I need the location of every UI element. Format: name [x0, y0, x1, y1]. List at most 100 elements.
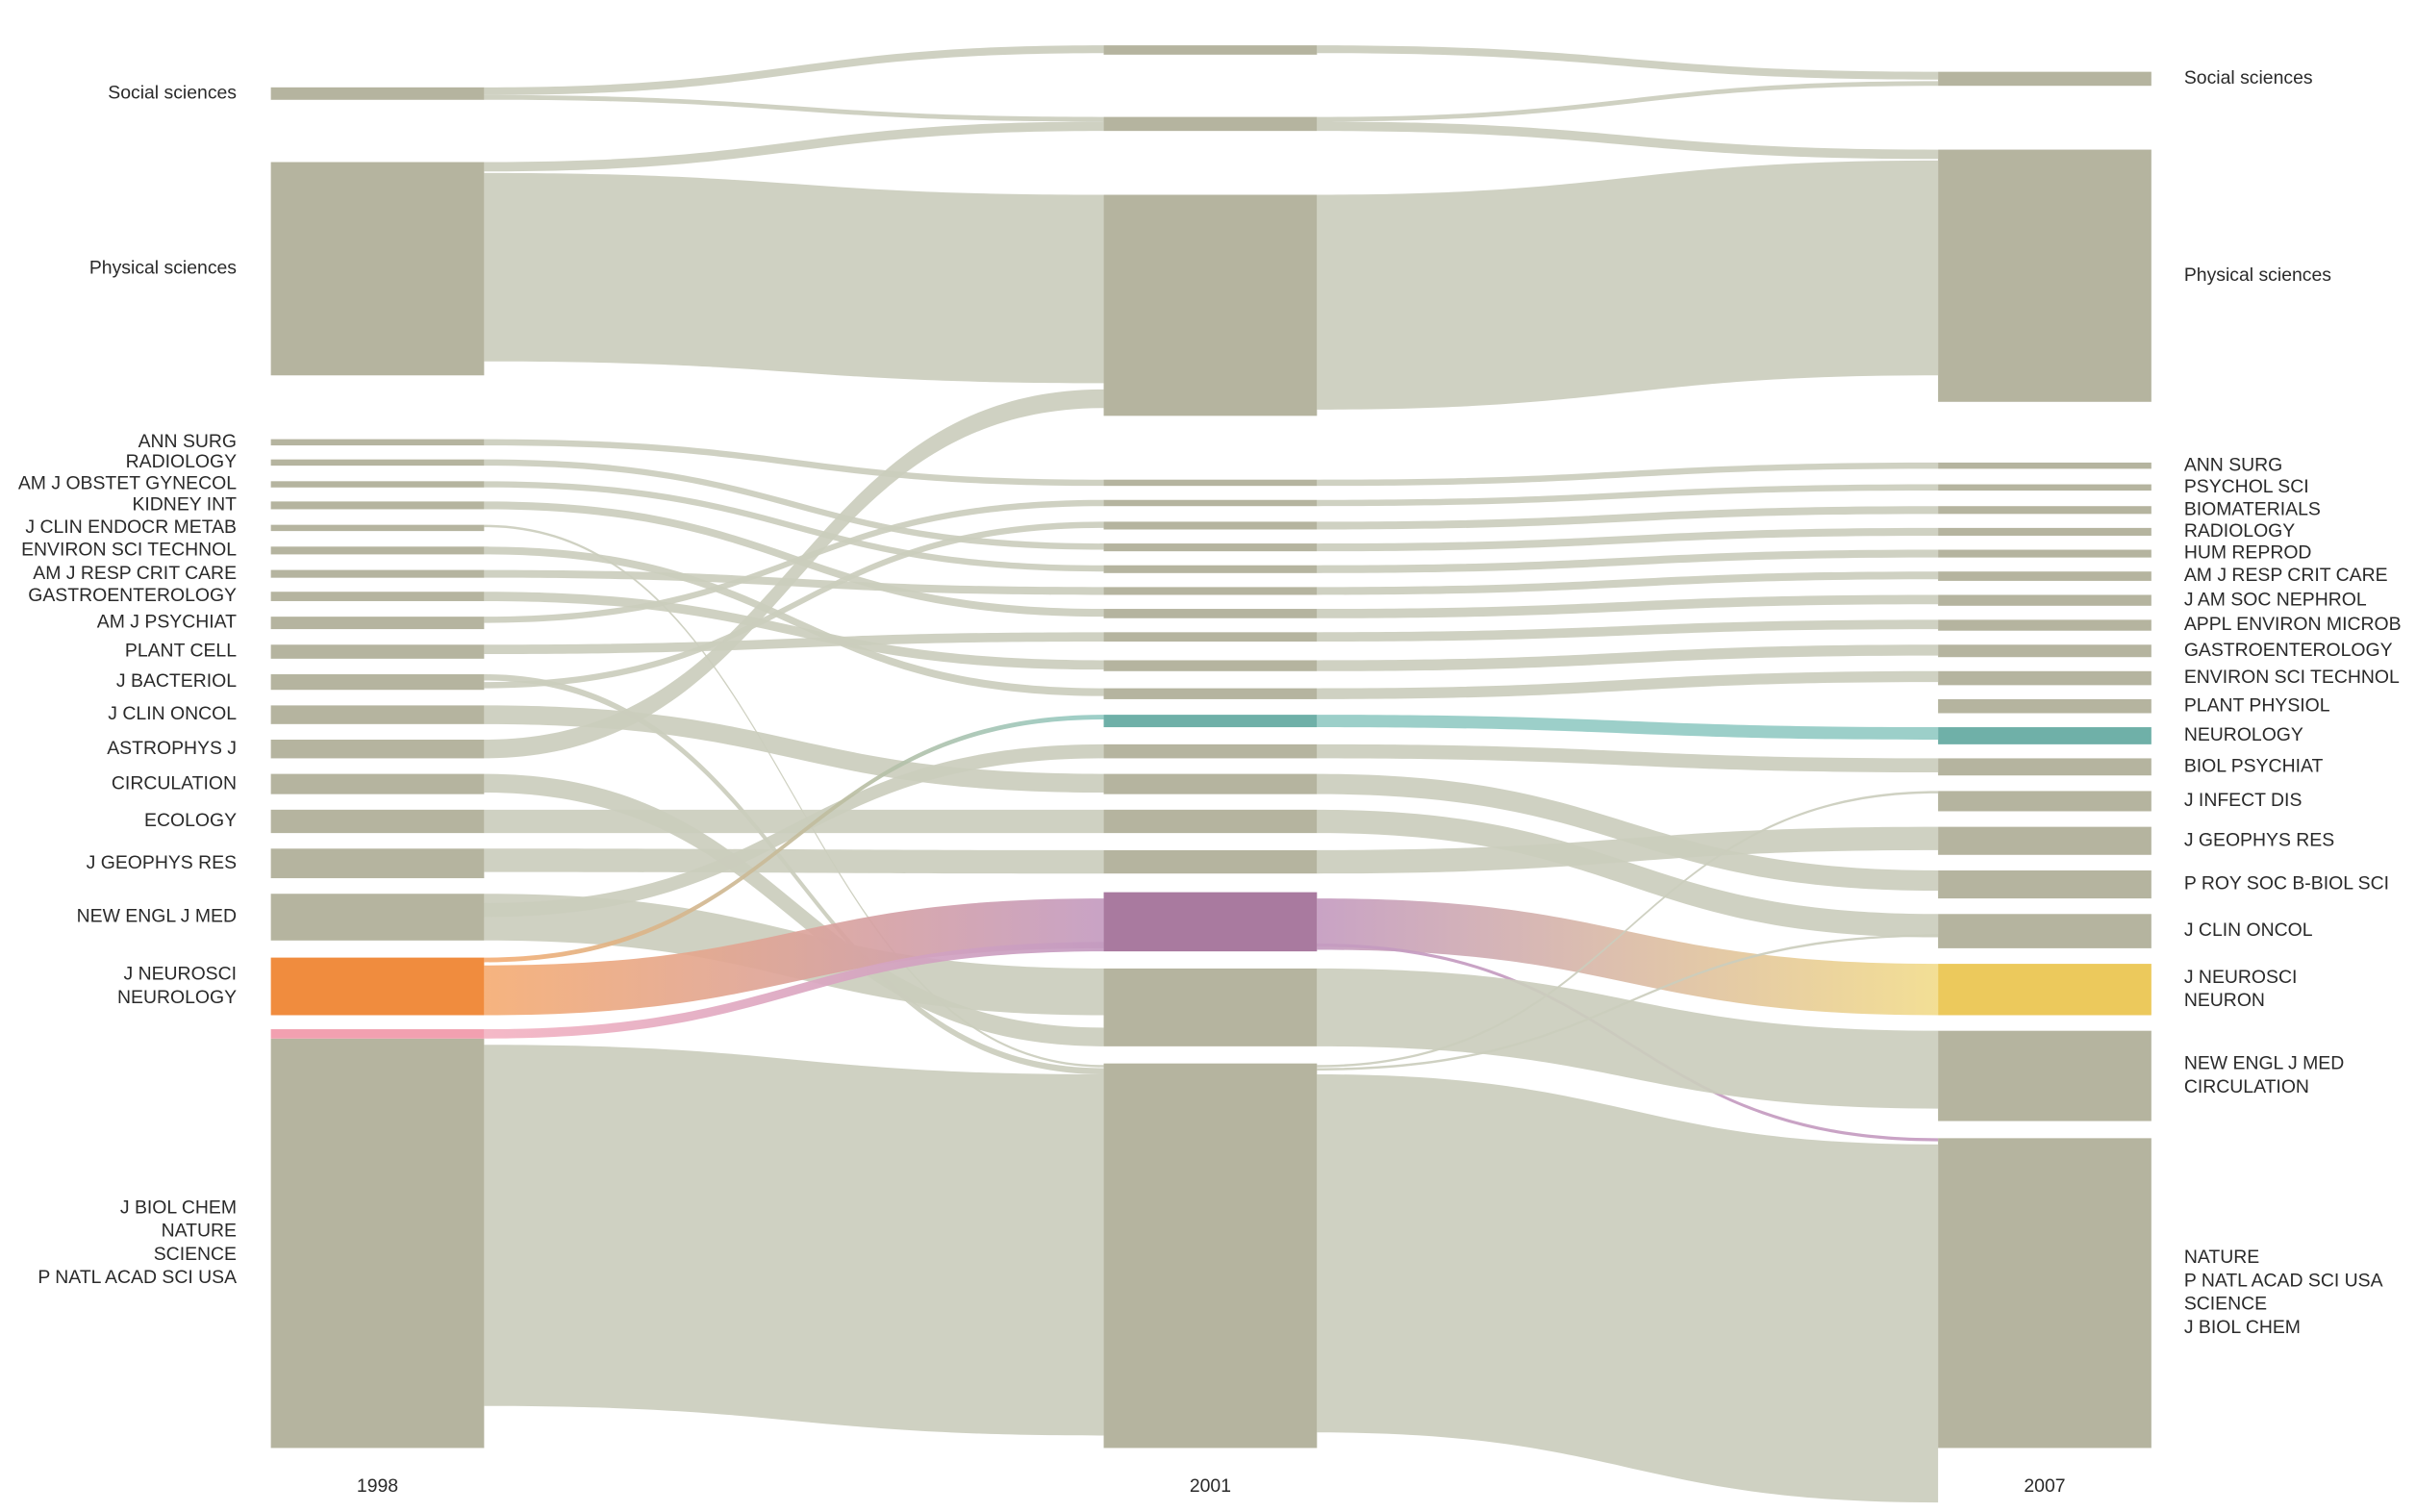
flow	[484, 773, 1104, 1046]
module	[1103, 715, 1318, 728]
module	[1938, 506, 2152, 515]
module	[1103, 194, 1318, 416]
flow	[484, 674, 1104, 1074]
module	[270, 740, 485, 759]
module	[270, 162, 485, 376]
flow	[484, 521, 1104, 689]
module-label: J NEUROSCI	[123, 964, 237, 985]
flow	[1317, 670, 1939, 699]
module	[1938, 527, 2152, 536]
module	[270, 439, 485, 446]
module-label: PSYCHOL SCI	[2184, 476, 2309, 497]
module	[1938, 71, 2152, 87]
module	[270, 87, 485, 100]
module-label: ENVIRON SCI TECHNOL	[2184, 667, 2400, 688]
year-label: 2001	[1190, 1475, 1231, 1497]
module	[1103, 543, 1318, 552]
module-label: NEUROLOGY	[2184, 724, 2303, 745]
module	[1103, 968, 1318, 1046]
module	[270, 705, 485, 724]
module-label: KIDNEY INT	[132, 494, 237, 516]
module	[1103, 609, 1318, 618]
module	[270, 1029, 485, 1039]
flow	[484, 592, 1104, 670]
flow	[484, 439, 1104, 487]
module	[270, 894, 485, 941]
module	[270, 501, 485, 510]
module-label: AM J RESP CRIT CARE	[33, 563, 237, 584]
module	[1938, 869, 2152, 899]
module	[1938, 914, 2152, 948]
module-label: NEUROLOGY	[117, 987, 237, 1008]
flow	[1317, 81, 1939, 122]
flow	[484, 715, 1104, 963]
module-label: RADIOLOGY	[126, 451, 237, 472]
flow	[484, 1045, 1104, 1436]
flow	[1317, 45, 1939, 80]
module-label: J BIOL CHEM	[120, 1197, 237, 1218]
flow	[484, 632, 1104, 654]
flow	[1317, 527, 1939, 552]
module-label: J CLIN ONCOL	[2184, 920, 2313, 941]
module-label: P NATL ACAD SCI USA	[38, 1267, 237, 1288]
flow	[1317, 809, 1939, 938]
module-label: NEW ENGL J MED	[77, 906, 237, 927]
flow	[484, 942, 1104, 1039]
module-label: J BIOL CHEM	[2184, 1317, 2301, 1338]
module-label: ASTROPHYS J	[107, 738, 237, 759]
module	[1103, 521, 1318, 530]
module-label: AM J PSYCHIAT	[97, 612, 237, 633]
module	[1938, 964, 2152, 1016]
module	[1938, 670, 2152, 686]
module-label: APPL ENVIRON MICROB	[2184, 614, 2402, 635]
module	[1938, 549, 2152, 558]
module-label: GASTROENTEROLOGY	[28, 585, 237, 606]
module-label: SCIENCE	[154, 1244, 237, 1265]
module-label: ECOLOGY	[144, 810, 237, 831]
flow	[484, 45, 1104, 95]
year-label: 2007	[2024, 1475, 2065, 1497]
flow	[1317, 484, 1939, 507]
flow	[1317, 644, 1939, 671]
flow	[484, 743, 1104, 918]
module	[270, 592, 485, 601]
module	[270, 773, 485, 794]
flow	[1317, 462, 1939, 487]
module-label: J CLIN ONCOL	[108, 703, 237, 724]
module	[1938, 1030, 2152, 1121]
module-label: P NATL ACAD SCI USA	[2184, 1270, 2383, 1291]
module-label: SCIENCE	[2184, 1294, 2267, 1315]
module	[1103, 499, 1318, 507]
module-label: NATURE	[2184, 1247, 2259, 1268]
module	[270, 809, 485, 834]
module-label: Physical sciences	[2184, 265, 2331, 286]
module	[1103, 1063, 1318, 1449]
module	[1103, 479, 1318, 487]
module	[1938, 149, 2152, 402]
module-label: CIRCULATION	[2184, 1076, 2309, 1097]
module-label: ENVIRON SCI TECHNOL	[21, 539, 237, 560]
module-label: AM J RESP CRIT CARE	[2184, 565, 2388, 586]
module	[1938, 758, 2152, 776]
flow	[484, 809, 1104, 834]
flow	[1317, 571, 1939, 595]
flow	[484, 459, 1104, 550]
module-label: BIOMATERIALS	[2184, 498, 2321, 519]
module	[1938, 571, 2152, 581]
module-label: J NEUROSCI	[2184, 967, 2298, 988]
module	[1103, 632, 1318, 643]
module-label: GASTROENTEROLOGY	[2184, 640, 2393, 661]
module-label: AM J OBSTET GYNECOL	[18, 473, 237, 494]
module	[1103, 743, 1318, 759]
flow	[484, 172, 1104, 384]
module-label: BIOL PSYCHIAT	[2184, 755, 2324, 776]
module	[270, 617, 485, 630]
module	[1938, 619, 2152, 631]
module-label: PLANT CELL	[125, 641, 237, 662]
module	[1938, 644, 2152, 658]
flow	[1317, 743, 1939, 772]
module	[1938, 594, 2152, 606]
flow	[484, 848, 1104, 874]
flows	[484, 45, 1939, 1503]
flow	[484, 569, 1104, 595]
